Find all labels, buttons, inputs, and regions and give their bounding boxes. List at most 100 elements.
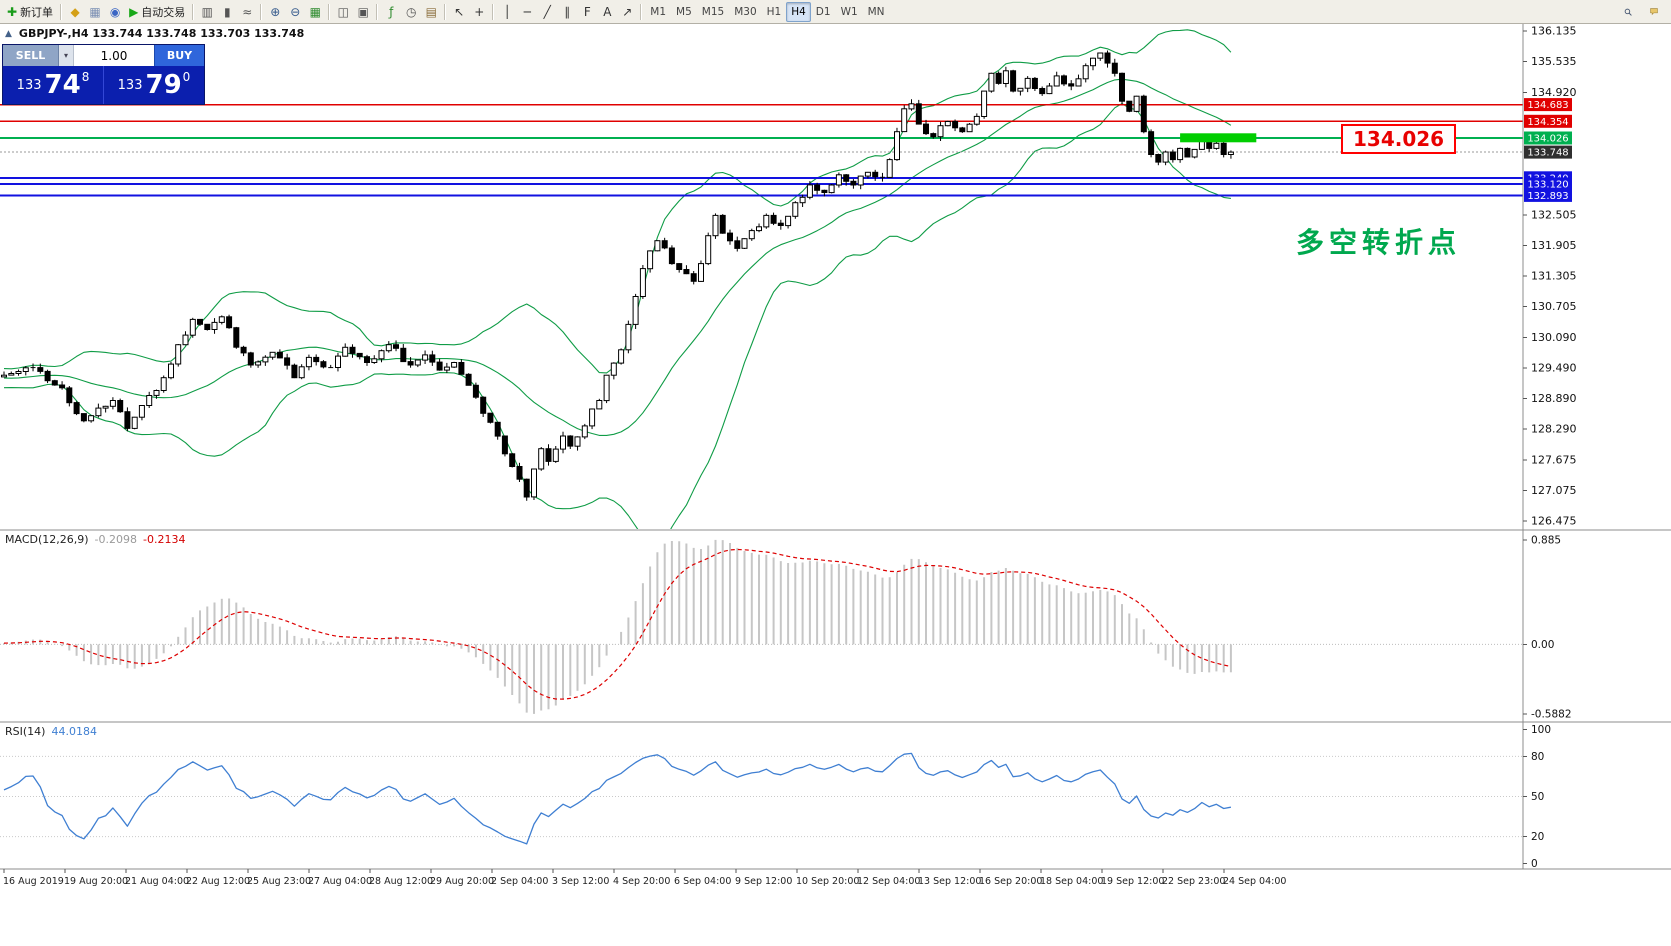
svg-text:3 Sep 12:00: 3 Sep 12:00 — [552, 876, 609, 887]
vertical-line-button[interactable]: │ — [497, 2, 517, 22]
market-watch-button[interactable]: ◆ — [65, 2, 85, 22]
toolbar-right-group — [1617, 0, 1671, 24]
svg-text:126.475: 126.475 — [1531, 515, 1577, 528]
buy-price-button[interactable]: 133 79 0 — [104, 66, 204, 104]
search-icon — [1624, 8, 1632, 16]
horizontal-line-button[interactable]: ─ — [517, 2, 537, 22]
sell-button[interactable]: SELL — [3, 45, 59, 66]
panel-toggle-icon[interactable]: ▲ — [5, 28, 12, 39]
timeframe-w1-button[interactable]: W1 — [836, 2, 863, 22]
svg-text:135.535: 135.535 — [1531, 55, 1577, 68]
svg-text:131.305: 131.305 — [1531, 269, 1577, 282]
svg-text:24 Sep 04:00: 24 Sep 04:00 — [1223, 876, 1286, 887]
new-order-button[interactable]: ✚ 新订单 — [3, 2, 57, 22]
svg-text:0.885: 0.885 — [1531, 534, 1561, 546]
toolbar-separator — [492, 3, 495, 20]
svg-text:21 Aug 04:00: 21 Aug 04:00 — [125, 876, 189, 887]
timeframe-m5-button[interactable]: M5 — [671, 2, 697, 22]
svg-text:9 Sep 12:00: 9 Sep 12:00 — [735, 876, 792, 887]
timeframe-h1-button[interactable]: H1 — [762, 2, 787, 22]
indicators-button[interactable]: ƒ — [381, 2, 401, 22]
fibonacci-icon: F — [583, 4, 591, 19]
auto-trading-button-label: 自动交易 — [141, 5, 186, 19]
trendline-button[interactable]: ╱ — [537, 2, 557, 22]
trade-panel-header: SELL ▾ 1.00 BUY — [3, 45, 204, 66]
toolbar-separator — [376, 3, 379, 20]
line-chart-button[interactable]: ≈ — [237, 2, 257, 22]
fibonacci-button[interactable]: F — [577, 2, 597, 22]
auto-trading-button[interactable]: ▶ 自动交易 — [125, 2, 189, 22]
svg-text:22 Sep 23:00: 22 Sep 23:00 — [1162, 876, 1225, 887]
support-button[interactable] — [1643, 2, 1665, 22]
timeframe-m1-button[interactable]: M1 — [645, 2, 671, 22]
price-callout-box[interactable]: 134.026 — [1341, 124, 1457, 154]
equidistant-channel-button[interactable]: ∥ — [557, 2, 577, 22]
toolbar-separator — [260, 3, 263, 20]
macd-value-signal: -0.2134 — [143, 533, 186, 546]
zoom-out-icon: ⊖ — [290, 4, 301, 19]
navigator-icon: ◉ — [109, 4, 121, 19]
candlestick-chart-icon: ▮ — [223, 4, 231, 19]
svg-text:6 Sep 04:00: 6 Sep 04:00 — [674, 876, 731, 887]
templates-button[interactable]: ▤ — [421, 2, 441, 22]
volume-input[interactable]: 1.00 — [74, 45, 154, 66]
toolbar-separator — [192, 3, 195, 20]
toolbar-separator — [640, 3, 643, 20]
cursor-icon: ↖ — [454, 4, 465, 19]
svg-text:19 Sep 12:00: 19 Sep 12:00 — [1101, 876, 1164, 887]
data-window-button[interactable]: ▦ — [85, 2, 105, 22]
timeframe-d1-button[interactable]: D1 — [811, 2, 836, 22]
arrow-tools-button[interactable]: ↗ — [617, 2, 637, 22]
data-window-icon: ▦ — [89, 4, 101, 19]
search-button[interactable] — [1617, 2, 1639, 22]
svg-text:0: 0 — [1531, 858, 1538, 870]
svg-text:130.705: 130.705 — [1531, 300, 1577, 313]
buy-button[interactable]: BUY — [154, 45, 204, 66]
timeframe-m15-button[interactable]: M15 — [697, 2, 729, 22]
rsi-value: 44.0184 — [51, 725, 97, 738]
svg-text:127.075: 127.075 — [1531, 484, 1577, 497]
svg-text:27 Aug 04:00: 27 Aug 04:00 — [308, 876, 372, 887]
candlestick-chart-button[interactable]: ▮ — [217, 2, 237, 22]
auto-trading-icon: ▶ — [129, 4, 139, 19]
toolbar-left-group: ✚ 新订单 ◆ ▦ ◉ ▶ 自动交易 ▥ ▮ ≈ ⊕ ⊖ ▦ ◫ ▣ ƒ ◷ ▤ ↖ + │ ─ ╱ ∥ F A ↗ M1 M5 M15 M… — [0, 0, 890, 24]
cursor-button[interactable]: ↖ — [449, 2, 469, 22]
sell-price-button[interactable]: 133 74 8 — [3, 66, 103, 104]
svg-text:20: 20 — [1531, 831, 1544, 843]
cascade-windows-icon: ◫ — [337, 4, 349, 19]
timeframe-h4-button[interactable]: H4 — [786, 1, 811, 22]
svg-text:18 Sep 04:00: 18 Sep 04:00 — [1040, 876, 1103, 887]
svg-text:129.490: 129.490 — [1531, 362, 1577, 375]
svg-text:100: 100 — [1531, 724, 1551, 736]
crosshair-button[interactable]: + — [469, 2, 489, 22]
zoom-out-button[interactable]: ⊖ — [285, 2, 305, 22]
svg-text:132.893: 132.893 — [1527, 191, 1568, 202]
volume-dropdown-button[interactable]: ▾ — [59, 45, 74, 66]
timeframe-mn-button[interactable]: MN — [863, 2, 890, 22]
svg-text:0.00: 0.00 — [1531, 639, 1554, 651]
arrow-tools-icon: ↗ — [622, 4, 633, 19]
timeframe-m30-button[interactable]: M30 — [729, 2, 761, 22]
bar-chart-button[interactable]: ▥ — [197, 2, 217, 22]
text-button[interactable]: A — [597, 2, 617, 22]
svg-text:130.090: 130.090 — [1531, 331, 1577, 344]
svg-text:-0.5882: -0.5882 — [1531, 708, 1572, 720]
periods-button[interactable]: ◷ — [401, 2, 421, 22]
zoom-in-button[interactable]: ⊕ — [265, 2, 285, 22]
navigator-button[interactable]: ◉ — [105, 2, 125, 22]
buy-price-big: 79 — [145, 70, 182, 100]
svg-text:10 Sep 20:00: 10 Sep 20:00 — [796, 876, 859, 887]
trendline-icon: ╱ — [543, 4, 551, 19]
buy-price-sup: 0 — [182, 70, 191, 84]
toolbar-separator — [328, 3, 331, 20]
arrange-windows-button[interactable]: ▣ — [353, 2, 373, 22]
toolbar: ✚ 新订单 ◆ ▦ ◉ ▶ 自动交易 ▥ ▮ ≈ ⊕ ⊖ ▦ ◫ ▣ ƒ ◷ ▤ ↖ + │ ─ ╱ ∥ F A ↗ M1 M5 M15 M… — [0, 0, 1671, 24]
tile-windows-button[interactable]: ▦ — [305, 2, 325, 22]
horizontal-line-icon: ─ — [523, 4, 531, 19]
sell-price-prefix: 133 — [16, 77, 42, 93]
rsi-indicator-label: RSI(14) 44.0184 — [5, 725, 97, 738]
trade-panel-divider — [103, 66, 104, 104]
toolbar-separator — [60, 3, 63, 20]
cascade-windows-button[interactable]: ◫ — [333, 2, 353, 22]
